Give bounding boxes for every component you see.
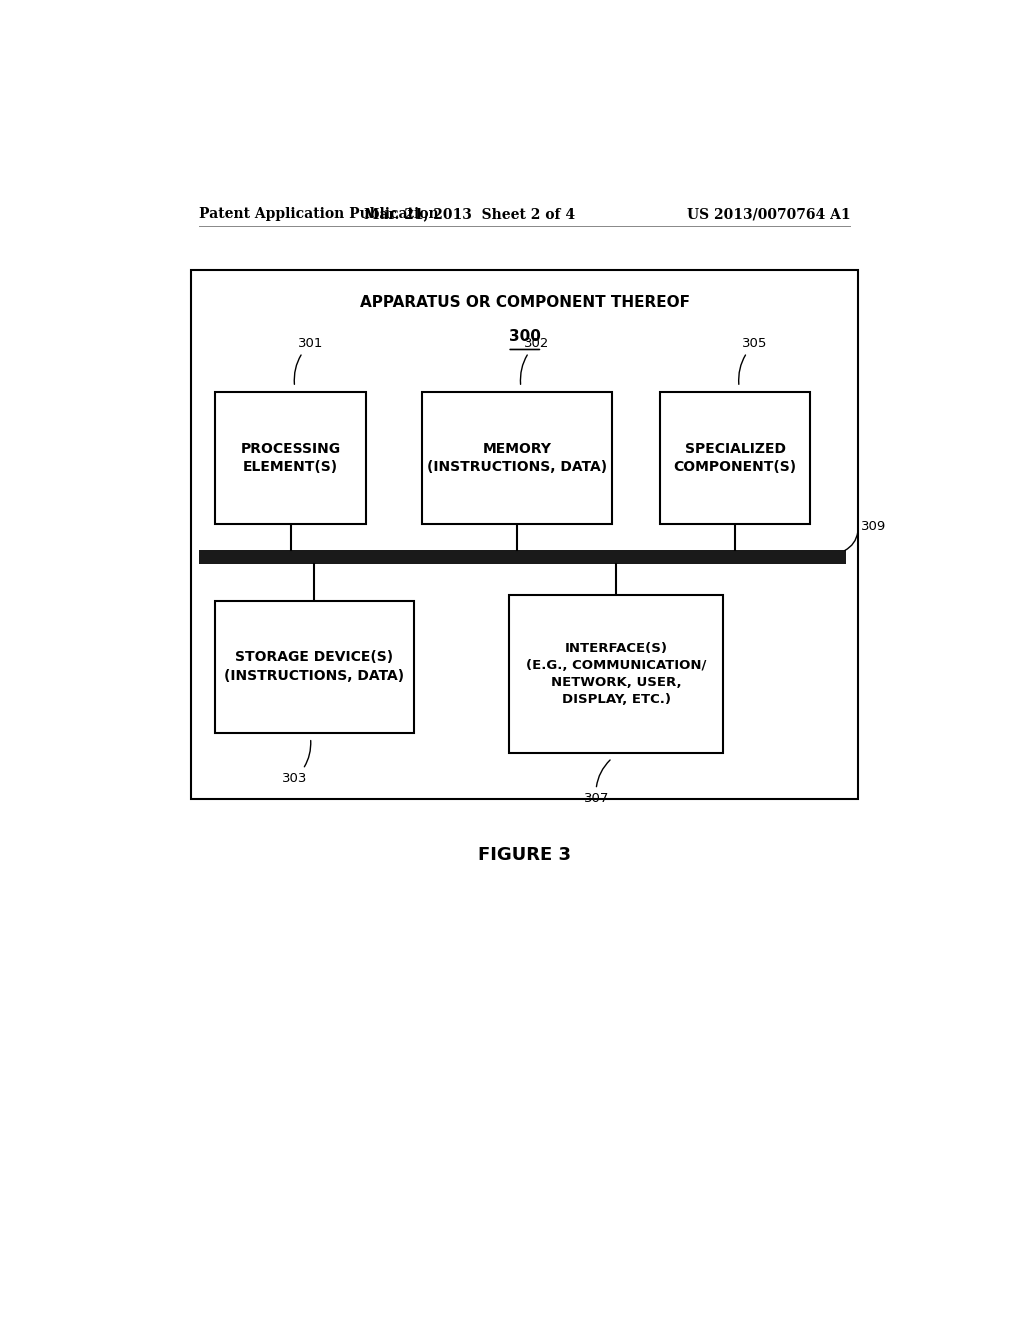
Text: MEMORY
(INSTRUCTIONS, DATA): MEMORY (INSTRUCTIONS, DATA) — [427, 442, 607, 474]
Text: PROCESSING
ELEMENT(S): PROCESSING ELEMENT(S) — [241, 442, 341, 474]
Bar — [191, 271, 858, 799]
Text: 303: 303 — [282, 741, 310, 785]
Bar — [215, 601, 414, 733]
Text: APPARATUS OR COMPONENT THEREOF: APPARATUS OR COMPONENT THEREOF — [359, 296, 690, 310]
Text: STORAGE DEVICE(S)
(INSTRUCTIONS, DATA): STORAGE DEVICE(S) (INSTRUCTIONS, DATA) — [224, 651, 404, 682]
Text: 307: 307 — [584, 760, 610, 805]
Text: US 2013/0070764 A1: US 2013/0070764 A1 — [686, 207, 850, 222]
Text: INTERFACE(S)
(E.G., COMMUNICATION/
NETWORK, USER,
DISPLAY, ETC.): INTERFACE(S) (E.G., COMMUNICATION/ NETWO… — [526, 643, 707, 706]
Text: 300: 300 — [509, 329, 541, 343]
Bar — [422, 392, 612, 524]
Text: Mar. 21, 2013  Sheet 2 of 4: Mar. 21, 2013 Sheet 2 of 4 — [364, 207, 574, 222]
Bar — [509, 595, 723, 752]
Text: Patent Application Publication: Patent Application Publication — [200, 207, 439, 222]
Text: 302: 302 — [520, 337, 550, 384]
Bar — [215, 392, 367, 524]
Text: SPECIALIZED
COMPONENT(S): SPECIALIZED COMPONENT(S) — [674, 442, 797, 474]
Text: 309: 309 — [860, 520, 886, 533]
Text: 301: 301 — [294, 337, 324, 384]
Bar — [659, 392, 811, 524]
Text: FIGURE 3: FIGURE 3 — [478, 846, 571, 863]
Bar — [200, 549, 846, 564]
Text: 305: 305 — [738, 337, 768, 384]
